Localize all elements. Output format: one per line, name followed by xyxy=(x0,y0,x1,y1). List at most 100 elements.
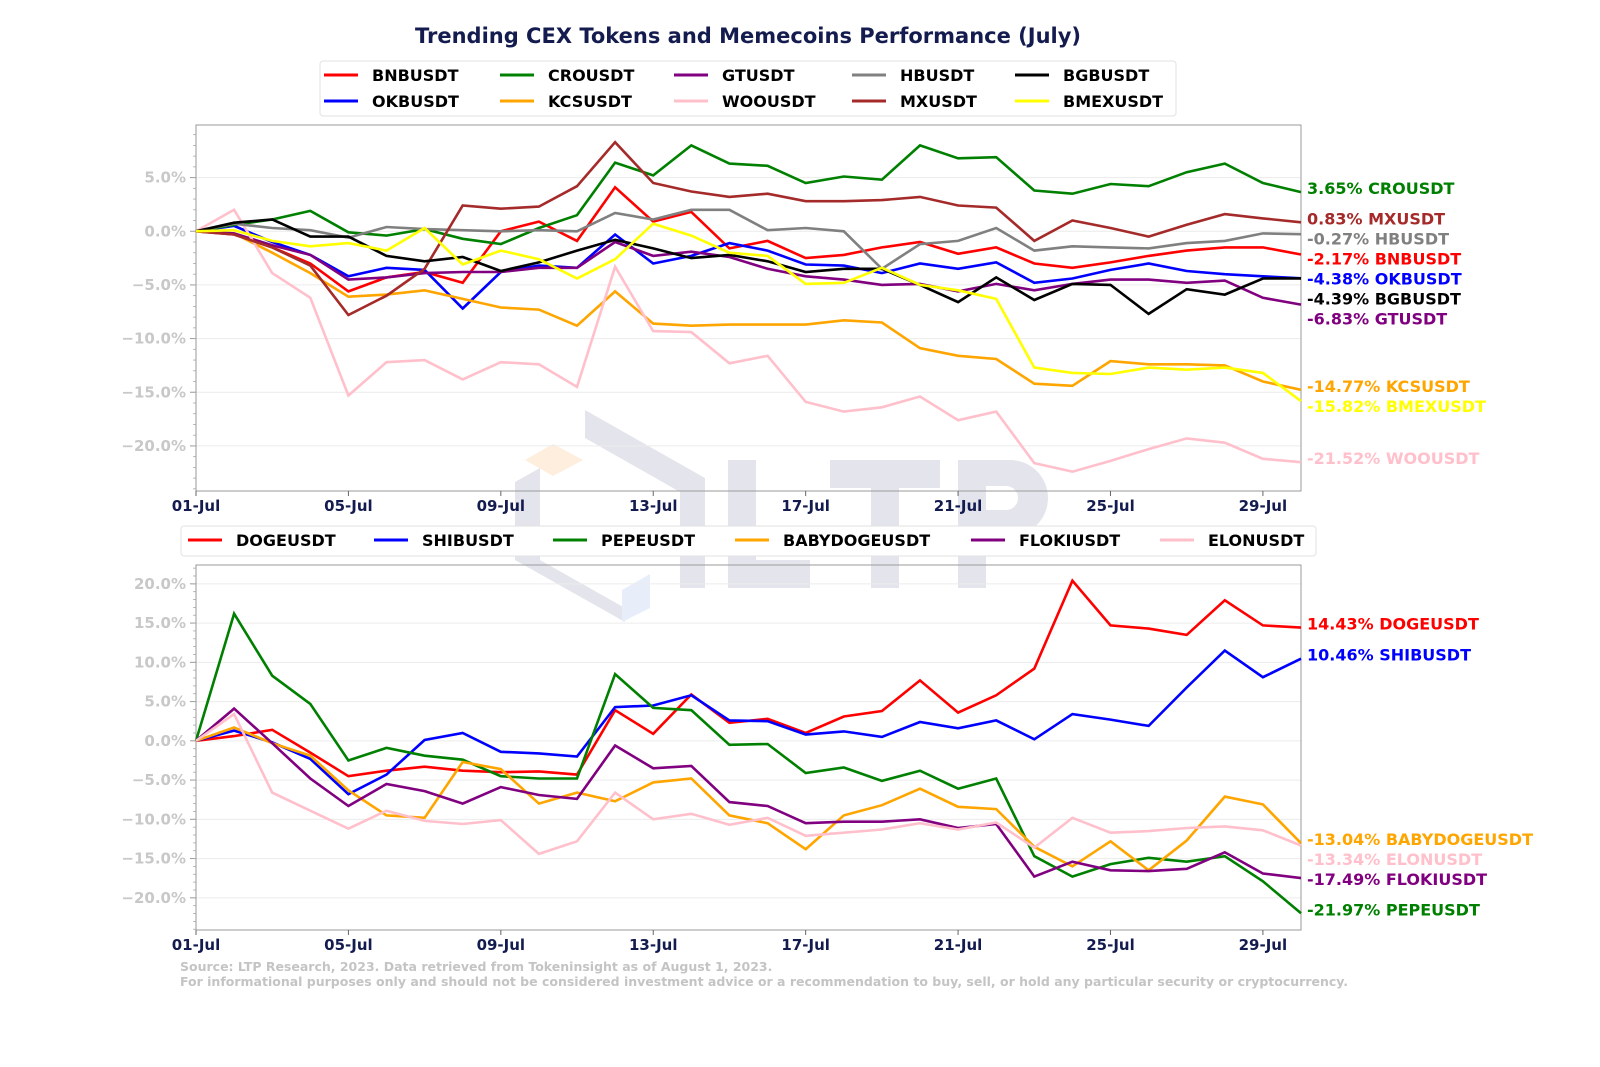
end-label-mxusdt: 0.83% MXUSDT xyxy=(1307,209,1445,228)
legend-label: MXUSDT xyxy=(900,92,977,111)
x-tick-label: 09-Jul xyxy=(477,497,526,515)
watermark-logo-diamond xyxy=(525,444,583,476)
end-label-pepeusdt: -21.97% PEPEUSDT xyxy=(1307,900,1480,919)
axes-frame xyxy=(195,564,1302,931)
legend-label: SHIBUSDT xyxy=(422,531,514,550)
legend-item-dogeusdt[interactable]: DOGEUSDT xyxy=(188,531,336,550)
legend-label: BGBUSDT xyxy=(1063,66,1149,85)
end-label-kcsusdt: -14.77% KCSUSDT xyxy=(1307,377,1470,396)
y-tick-label: −15.0% xyxy=(121,850,186,868)
x-tick-label: 21-Jul xyxy=(934,936,983,954)
series-line-pepeusdt xyxy=(194,610,1302,915)
legend-label: BMEXUSDT xyxy=(1063,92,1163,111)
x-tick-label: 09-Jul xyxy=(477,936,526,954)
series-line-woousdt xyxy=(195,208,1302,474)
legend-label: FLOKIUSDT xyxy=(1019,531,1120,550)
watermark-lettering xyxy=(728,460,1048,588)
y-tick-label: 10.0% xyxy=(134,653,186,671)
y-tick-label: 5.0% xyxy=(144,693,186,711)
y-tick-label: −20.0% xyxy=(121,437,186,455)
end-label-elonusdt: -13.34% ELONUSDT xyxy=(1307,850,1482,869)
x-tick-label: 29-Jul xyxy=(1239,936,1288,954)
legend-label: GTUSDT xyxy=(722,66,795,85)
end-label-shibusdt: 10.46% SHIBUSDT xyxy=(1307,646,1471,665)
legend-item-hbusdt[interactable]: HBUSDT xyxy=(852,66,974,85)
series-line-flokiusdt xyxy=(195,706,1302,880)
x-tick-label: 17-Jul xyxy=(781,497,830,515)
legend-label: OKBUSDT xyxy=(372,92,459,111)
legend-item-crousdt[interactable]: CROUSDT xyxy=(500,66,634,85)
end-label-dogeusdt: 14.43% DOGEUSDT xyxy=(1307,615,1479,634)
end-label-bmexusdt: -15.82% BMEXUSDT xyxy=(1307,397,1486,416)
legend-label: CROUSDT xyxy=(548,66,634,85)
series-line-mxusdt xyxy=(195,140,1302,317)
legend-label: DOGEUSDT xyxy=(236,531,336,550)
x-tick-label: 05-Jul xyxy=(324,936,373,954)
series-line-bnbusdt xyxy=(195,185,1302,293)
y-tick-label: −20.0% xyxy=(121,889,186,907)
legend-label: ELONUSDT xyxy=(1208,531,1304,550)
end-label-bgbusdt: -4.39% BGBUSDT xyxy=(1307,289,1461,308)
x-tick-label: 13-Jul xyxy=(629,497,678,515)
legend-item-pepeusdt[interactable]: PEPEUSDT xyxy=(553,531,695,550)
legend-item-flokiusdt[interactable]: FLOKIUSDT xyxy=(971,531,1120,550)
legend-item-babydogeusdt[interactable]: BABYDOGEUSDT xyxy=(735,531,930,550)
x-tick-label: 29-Jul xyxy=(1239,497,1288,515)
y-tick-label: −10.0% xyxy=(121,810,186,828)
legend-item-woousdt[interactable]: WOOUSDT xyxy=(674,92,816,111)
legend: DOGEUSDT SHIBUSDT PEPEUSDT BABYDOGEUSDT FLOK… xyxy=(180,525,1317,557)
bottom-axes: −20.0% −15.0% −10.0% −5.0% 0.0% 5.0% 10.0% 15.0… xyxy=(121,525,1533,954)
legend-item-bnbusdt[interactable]: BNBUSDT xyxy=(324,66,459,85)
x-tick-label: 13-Jul xyxy=(629,936,678,954)
y-tick-label: 0.0% xyxy=(144,222,186,240)
y-tick-label: −15.0% xyxy=(121,383,186,401)
end-label-bnbusdt: -2.17% BNBUSDT xyxy=(1307,249,1461,268)
x-tick-label: 25-Jul xyxy=(1086,497,1135,515)
y-tick-label: 0.0% xyxy=(144,732,186,750)
series-line-babydogeusdt xyxy=(195,726,1302,872)
x-tick-label: 21-Jul xyxy=(934,497,983,515)
legend-item-gtusdt[interactable]: GTUSDT xyxy=(674,66,795,85)
ltp-watermark xyxy=(515,410,1048,622)
legend-item-bmexusdt[interactable]: BMEXUSDT xyxy=(1015,92,1163,111)
end-label-crousdt: 3.65% CROUSDT xyxy=(1307,179,1455,198)
y-tick-label: −5.0% xyxy=(132,276,186,294)
end-label-babydogeusdt: -13.04% BABYDOGEUSDT xyxy=(1307,830,1533,849)
end-label-hbusdt: -0.27% HBUSDT xyxy=(1307,229,1449,248)
x-tick-label: 17-Jul xyxy=(781,936,830,954)
end-label-flokiusdt: -17.49% FLOKIUSDT xyxy=(1307,870,1487,889)
series-line-elonusdt xyxy=(195,712,1302,856)
series-line-crousdt xyxy=(195,143,1302,246)
end-label-woousdt: -21.52% WOOUSDT xyxy=(1307,449,1480,468)
legend-item-elonusdt[interactable]: ELONUSDT xyxy=(1160,531,1304,550)
legend-item-okbusdt[interactable]: OKBUSDT xyxy=(324,92,459,111)
y-tick-label: 15.0% xyxy=(134,614,186,632)
legend-label: HBUSDT xyxy=(900,66,974,85)
series-line-okbusdt xyxy=(195,224,1302,311)
series-line-dogeusdt xyxy=(195,578,1302,778)
y-tick-label: 5.0% xyxy=(144,169,186,187)
series-line-bgbusdt xyxy=(195,218,1302,316)
legend-item-mxusdt[interactable]: MXUSDT xyxy=(852,92,977,111)
legend: BNBUSDT OKBUSDT CROUSDT KCSUSDT GTUSDT WOOUSD… xyxy=(319,60,1177,117)
legend-label: KCSUSDT xyxy=(548,92,632,111)
watermark-logo-cube xyxy=(585,410,705,588)
y-tick-label: 20.0% xyxy=(134,575,186,593)
watermark-logo-facet xyxy=(622,574,650,622)
end-label-gtusdt: -6.83% GTUSDT xyxy=(1307,309,1447,328)
legend-label: BNBUSDT xyxy=(372,66,459,85)
x-tick-label: 01-Jul xyxy=(172,936,221,954)
legend-label: WOOUSDT xyxy=(722,92,816,111)
y-tick-label: −10.0% xyxy=(121,330,186,348)
legend-item-bgbusdt[interactable]: BGBUSDT xyxy=(1015,66,1149,85)
legend-item-kcsusdt[interactable]: KCSUSDT xyxy=(500,92,632,111)
x-tick-label: 01-Jul xyxy=(172,497,221,515)
footnote-source: Source: LTP Research, 2023. Data retriev… xyxy=(180,959,772,974)
legend-item-shibusdt[interactable]: SHIBUSDT xyxy=(374,531,514,550)
x-tick-label: 25-Jul xyxy=(1086,936,1135,954)
chart-title: Trending CEX Tokens and Memecoins Perfor… xyxy=(415,24,1081,48)
end-label-okbusdt: -4.38% OKBUSDT xyxy=(1307,269,1462,288)
legend-label: BABYDOGEUSDT xyxy=(783,531,930,550)
